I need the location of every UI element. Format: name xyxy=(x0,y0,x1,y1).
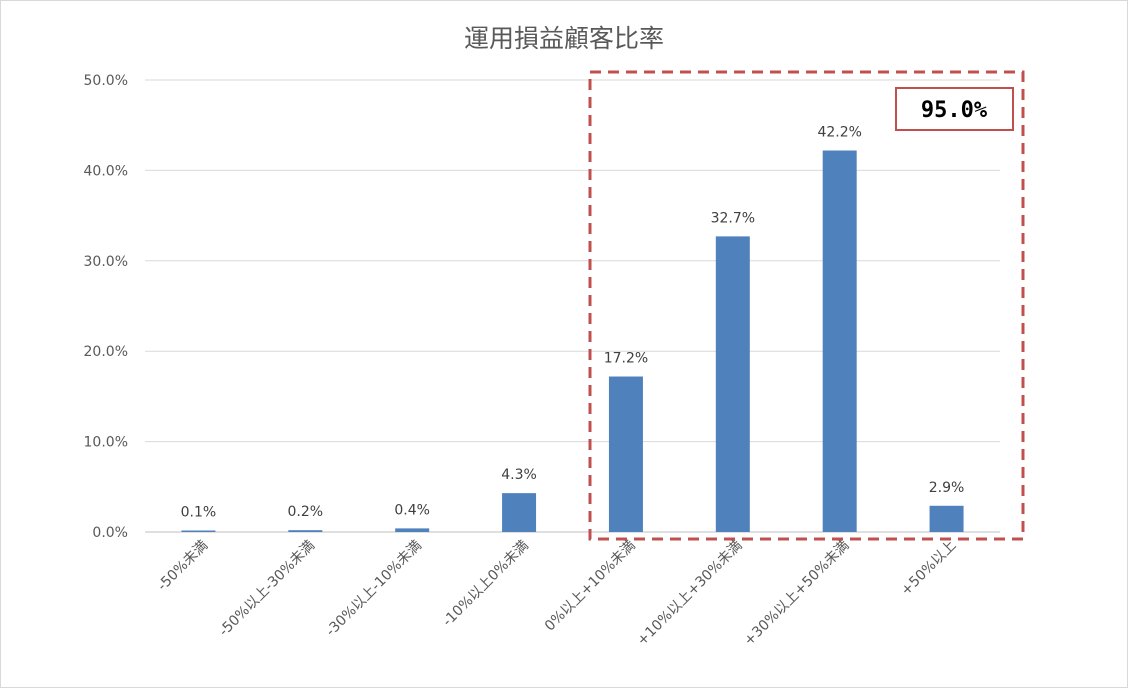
y-tick-label: 40.0% xyxy=(84,163,128,179)
chart-title: 運用損益顧客比率 xyxy=(464,24,664,53)
callout-label: 95.0% xyxy=(921,98,988,123)
data-label: 0.1% xyxy=(181,505,217,521)
x-tick-label: -30%以上-10%未満 xyxy=(323,538,425,640)
y-tick-label: 0.0% xyxy=(92,525,128,541)
x-tick-label: +10%以上+30%未満 xyxy=(634,538,746,650)
highlight-dashed-box xyxy=(588,70,1025,541)
x-tick-label: +50%以上 xyxy=(898,538,959,599)
data-label: 0.4% xyxy=(394,502,430,518)
data-label: 42.2% xyxy=(817,125,861,141)
x-tick-label: -50%未満 xyxy=(155,538,212,595)
bar xyxy=(929,505,964,532)
data-label: 2.9% xyxy=(929,480,965,496)
bar xyxy=(395,528,430,532)
bar xyxy=(822,150,857,532)
highlight-region: 95.0% xyxy=(588,70,1025,541)
gridlines xyxy=(145,79,1000,533)
x-tick-label: +30%以上+50%未満 xyxy=(741,538,853,650)
bar xyxy=(288,530,323,532)
x-tick-label: -10%以上0%未満 xyxy=(440,538,532,630)
y-tick-label: 30.0% xyxy=(84,254,128,270)
bar xyxy=(608,376,643,532)
bar xyxy=(715,236,750,532)
bar xyxy=(502,493,537,532)
y-tick-label: 10.0% xyxy=(84,435,128,451)
bar xyxy=(181,530,216,532)
bars xyxy=(181,150,964,532)
x-tick-label: -50%以上-30%未満 xyxy=(216,538,318,640)
x-axis-tick-labels: -50%未満 -50%以上-30%未満 -30%以上-10%未満 -10%以上0%未満… xyxy=(155,538,960,650)
data-label: 0.2% xyxy=(288,504,324,520)
y-tick-label: 50.0% xyxy=(84,73,128,89)
callout-box xyxy=(895,87,1014,131)
data-label: 32.7% xyxy=(711,210,755,226)
x-tick-label: 0%以上+10%未満 xyxy=(542,538,639,635)
y-axis-tick-labels: 0.0% 10.0% 20.0% 30.0% 40.0% 50.0% xyxy=(84,73,128,541)
data-label: 4.3% xyxy=(501,467,537,483)
data-labels: 0.1% 0.2% 0.4% 4.3% 17.2% 32.7% 42.2% 2.9% xyxy=(181,125,965,521)
y-tick-label: 20.0% xyxy=(84,344,128,360)
data-label: 17.2% xyxy=(604,351,648,367)
